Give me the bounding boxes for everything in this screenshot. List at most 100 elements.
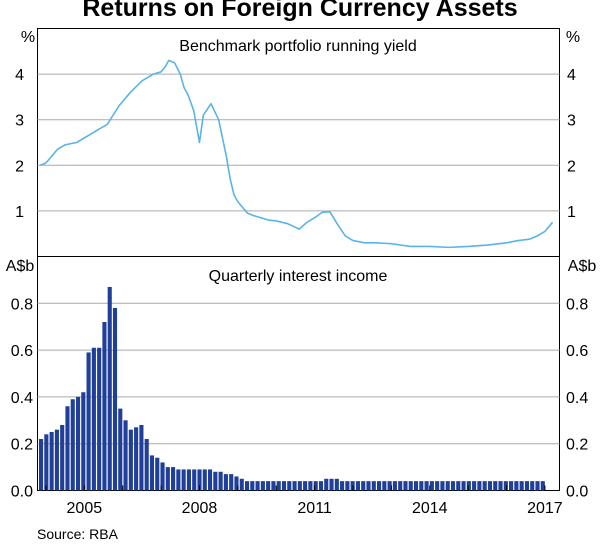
top-y-tick-label-right: 2 bbox=[567, 158, 576, 175]
income-bar bbox=[250, 481, 255, 491]
income-bar bbox=[165, 467, 170, 491]
income-bar bbox=[65, 406, 70, 491]
income-bar bbox=[186, 469, 191, 491]
income-bar bbox=[461, 481, 466, 491]
income-bar bbox=[60, 424, 65, 491]
bottom-y-tick-label-left: 0.8 bbox=[11, 296, 33, 313]
income-bar bbox=[292, 481, 297, 491]
bottom-y-tick-label-left: 0.4 bbox=[11, 390, 33, 407]
income-bar bbox=[44, 434, 49, 491]
income-bar bbox=[308, 481, 313, 491]
income-bar bbox=[144, 439, 149, 491]
income-bar bbox=[466, 481, 471, 491]
income-bar bbox=[266, 481, 271, 491]
income-bar bbox=[260, 481, 265, 491]
income-bar bbox=[435, 481, 440, 491]
income-bar bbox=[503, 481, 508, 491]
income-bar bbox=[440, 481, 445, 491]
income-bar bbox=[239, 478, 244, 491]
income-bar bbox=[535, 481, 540, 491]
income-bar bbox=[234, 476, 239, 491]
top-y-tick-label-left: 2 bbox=[15, 158, 24, 175]
top-gridlines bbox=[37, 73, 560, 212]
income-bar bbox=[445, 481, 450, 491]
income-bar bbox=[472, 481, 477, 491]
bottom-y-tick-label-right: 0.4 bbox=[566, 390, 588, 407]
income-bar bbox=[171, 467, 176, 491]
income-bar bbox=[81, 392, 86, 491]
bottom-y-tick-label-left: 0.0 bbox=[11, 484, 33, 501]
income-bar bbox=[297, 481, 302, 491]
income-bar bbox=[112, 307, 118, 491]
income-bar bbox=[482, 481, 487, 491]
income-bar bbox=[181, 469, 186, 491]
yield-line bbox=[39, 59, 554, 249]
bottom-y-tick-label-left: 0.6 bbox=[11, 343, 33, 360]
income-bar bbox=[361, 481, 366, 491]
income-bar bbox=[97, 347, 102, 491]
income-bar bbox=[313, 481, 318, 491]
income-bar bbox=[340, 481, 345, 491]
income-bar bbox=[91, 347, 96, 491]
income-bar bbox=[192, 469, 197, 491]
bottom-unit-right: A$b bbox=[568, 258, 597, 275]
income-bar bbox=[149, 455, 155, 491]
top-panel-title: Benchmark portfolio running yield bbox=[179, 38, 416, 55]
bottom-y-tick-label-right: 0.2 bbox=[566, 437, 588, 454]
income-bar bbox=[197, 469, 202, 491]
income-bar bbox=[366, 481, 371, 491]
bottom-y-tick-label-left: 0.2 bbox=[11, 437, 33, 454]
bottom-panel-title: Quarterly interest income bbox=[209, 268, 388, 285]
income-bar bbox=[202, 469, 207, 491]
source-note: Source: RBA bbox=[37, 526, 118, 542]
income-bar bbox=[208, 469, 213, 491]
income-bar bbox=[54, 429, 59, 491]
income-bar bbox=[176, 469, 181, 491]
income-bar bbox=[387, 481, 392, 491]
income-bar bbox=[118, 408, 123, 491]
x-tick-label: 2011 bbox=[297, 500, 332, 517]
income-bar bbox=[123, 420, 128, 491]
income-bar bbox=[86, 352, 91, 491]
income-bar bbox=[540, 481, 545, 491]
income-bar bbox=[49, 432, 54, 491]
income-bar bbox=[493, 481, 498, 491]
x-tick-label: 2005 bbox=[67, 500, 103, 517]
x-tick-label: 2008 bbox=[182, 500, 218, 517]
income-bar bbox=[382, 481, 387, 491]
income-bar bbox=[514, 481, 519, 491]
top-unit-left: % bbox=[21, 29, 35, 46]
top-y-tick-label-right: 4 bbox=[567, 67, 576, 84]
income-bar bbox=[287, 481, 292, 491]
x-tick-label: 2017 bbox=[527, 500, 563, 517]
income-bar bbox=[329, 478, 334, 491]
income-bar bbox=[39, 439, 44, 491]
top-y-tick-label-left: 1 bbox=[15, 204, 24, 221]
income-bar bbox=[377, 481, 382, 491]
income-bar bbox=[398, 481, 403, 491]
top-y-tick-label-right: 3 bbox=[567, 113, 576, 130]
x-tick-label: 2014 bbox=[412, 500, 448, 517]
chart-title: Returns on Foreign Currency Assets bbox=[82, 0, 518, 22]
income-bar bbox=[419, 481, 424, 491]
income-bar bbox=[139, 424, 144, 491]
x-tick-labels: 2005 2008 2011 2014 2017 bbox=[67, 500, 563, 517]
income-bar bbox=[509, 481, 514, 491]
income-bar bbox=[255, 481, 260, 491]
income-bar bbox=[155, 457, 160, 491]
income-bar bbox=[324, 478, 329, 491]
income-bar bbox=[429, 481, 434, 491]
income-bar bbox=[345, 481, 350, 491]
top-unit-right: % bbox=[566, 29, 580, 46]
income-bar bbox=[213, 471, 218, 491]
income-bar bbox=[303, 481, 308, 491]
bottom-y-tick-label-right: 0.6 bbox=[566, 343, 588, 360]
interest-income-bars bbox=[39, 286, 545, 491]
income-bar bbox=[218, 471, 223, 491]
income-bar bbox=[524, 481, 529, 491]
income-bar bbox=[487, 481, 493, 491]
income-bar bbox=[281, 481, 287, 491]
income-bar bbox=[102, 322, 107, 491]
